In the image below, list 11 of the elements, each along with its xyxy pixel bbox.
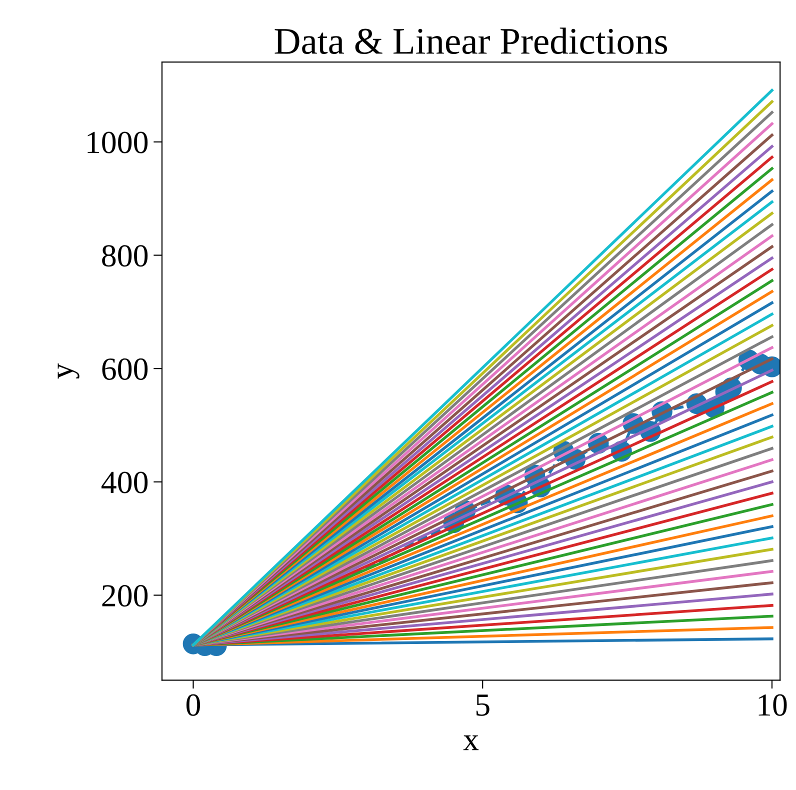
x-tick-label: 5 xyxy=(476,694,490,716)
y-tick-label: 800 xyxy=(102,245,148,267)
chart-title: Data & Linear Predictions xyxy=(274,28,668,54)
y-tick-label: 200 xyxy=(102,585,148,607)
y-tick-label: 600 xyxy=(102,358,148,380)
x-tick-label: 0 xyxy=(186,694,200,716)
y-axis-title: y xyxy=(58,363,80,379)
x-axis-title: x xyxy=(463,735,479,750)
y-tick-label: 1000 xyxy=(88,132,148,154)
x-tick-label: 10 xyxy=(758,694,787,716)
y-tick-label: 400 xyxy=(102,472,148,494)
